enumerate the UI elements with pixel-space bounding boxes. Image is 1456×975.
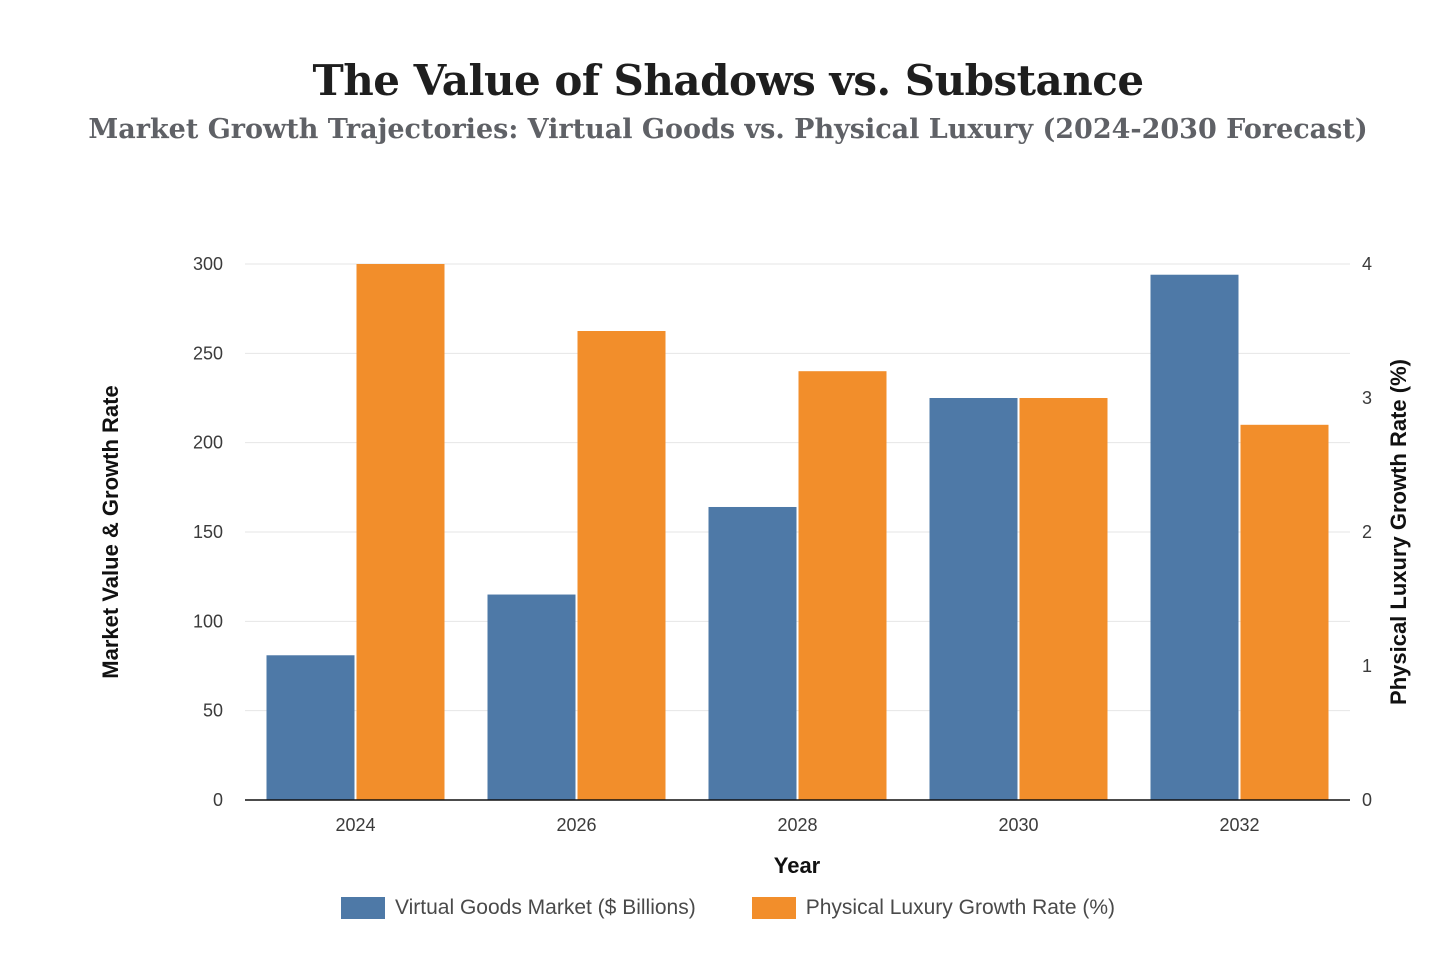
y2-tick-label: 4	[1362, 254, 1372, 274]
x-tick-label: 2028	[777, 815, 817, 835]
y2-tick-label: 3	[1362, 388, 1372, 408]
y-tick-label: 50	[203, 701, 223, 721]
y-axis-title: Market Value & Growth Rate	[98, 385, 123, 678]
y-tick-label: 300	[193, 254, 223, 274]
y-tick-label: 0	[213, 790, 223, 810]
y-tick-label: 100	[193, 611, 223, 631]
bar-physical-luxury	[356, 264, 445, 800]
y2-axis-title: Physical Luxury Growth Rate (%)	[1386, 359, 1411, 705]
legend-item-virtual-goods[interactable]: Virtual Goods Market ($ Billions)	[340, 896, 696, 920]
bar-virtual-goods	[487, 594, 576, 800]
legend-swatch-physical-luxury	[751, 897, 796, 919]
bar-physical-luxury	[1019, 398, 1108, 800]
bar-physical-luxury	[798, 371, 887, 800]
y-tick-label: 200	[193, 433, 223, 453]
x-axis-title: Year	[774, 853, 821, 878]
x-tick-label: 2032	[1219, 815, 1259, 835]
bar-physical-luxury	[1240, 424, 1329, 800]
legend-label-virtual-goods: Virtual Goods Market ($ Billions)	[394, 896, 696, 919]
bar-physical-luxury	[577, 331, 666, 800]
y2-tick-label: 1	[1362, 656, 1372, 676]
axes: 0 50 100 150 200 250 300 0 1 2 3 4 2024 2026 2028 2030 2…	[193, 254, 1372, 835]
legend: Virtual Goods Market ($ Billions) Physic…	[0, 896, 1456, 920]
bar-virtual-goods	[929, 398, 1018, 800]
legend-item-physical-luxury[interactable]: Physical Luxury Growth Rate (%)	[751, 896, 1115, 920]
legend-swatch-virtual-goods	[340, 897, 385, 919]
y2-tick-label: 0	[1362, 790, 1372, 810]
chart-title: The Value of Shadows vs. Substance	[312, 56, 1144, 105]
chart-subtitle: Market Growth Trajectories: Virtual Good…	[88, 114, 1368, 145]
bar-virtual-goods	[708, 506, 797, 800]
bar-virtual-goods	[266, 655, 355, 800]
bars	[266, 264, 1329, 801]
x-tick-label: 2030	[998, 815, 1038, 835]
x-tick-label: 2024	[335, 815, 375, 835]
y-tick-label: 250	[193, 343, 223, 363]
y-tick-label: 150	[193, 522, 223, 542]
x-tick-label: 2026	[556, 815, 596, 835]
legend-label-physical-luxury: Physical Luxury Growth Rate (%)	[805, 896, 1115, 919]
bar-virtual-goods	[1150, 274, 1239, 801]
y2-tick-label: 2	[1362, 522, 1372, 542]
